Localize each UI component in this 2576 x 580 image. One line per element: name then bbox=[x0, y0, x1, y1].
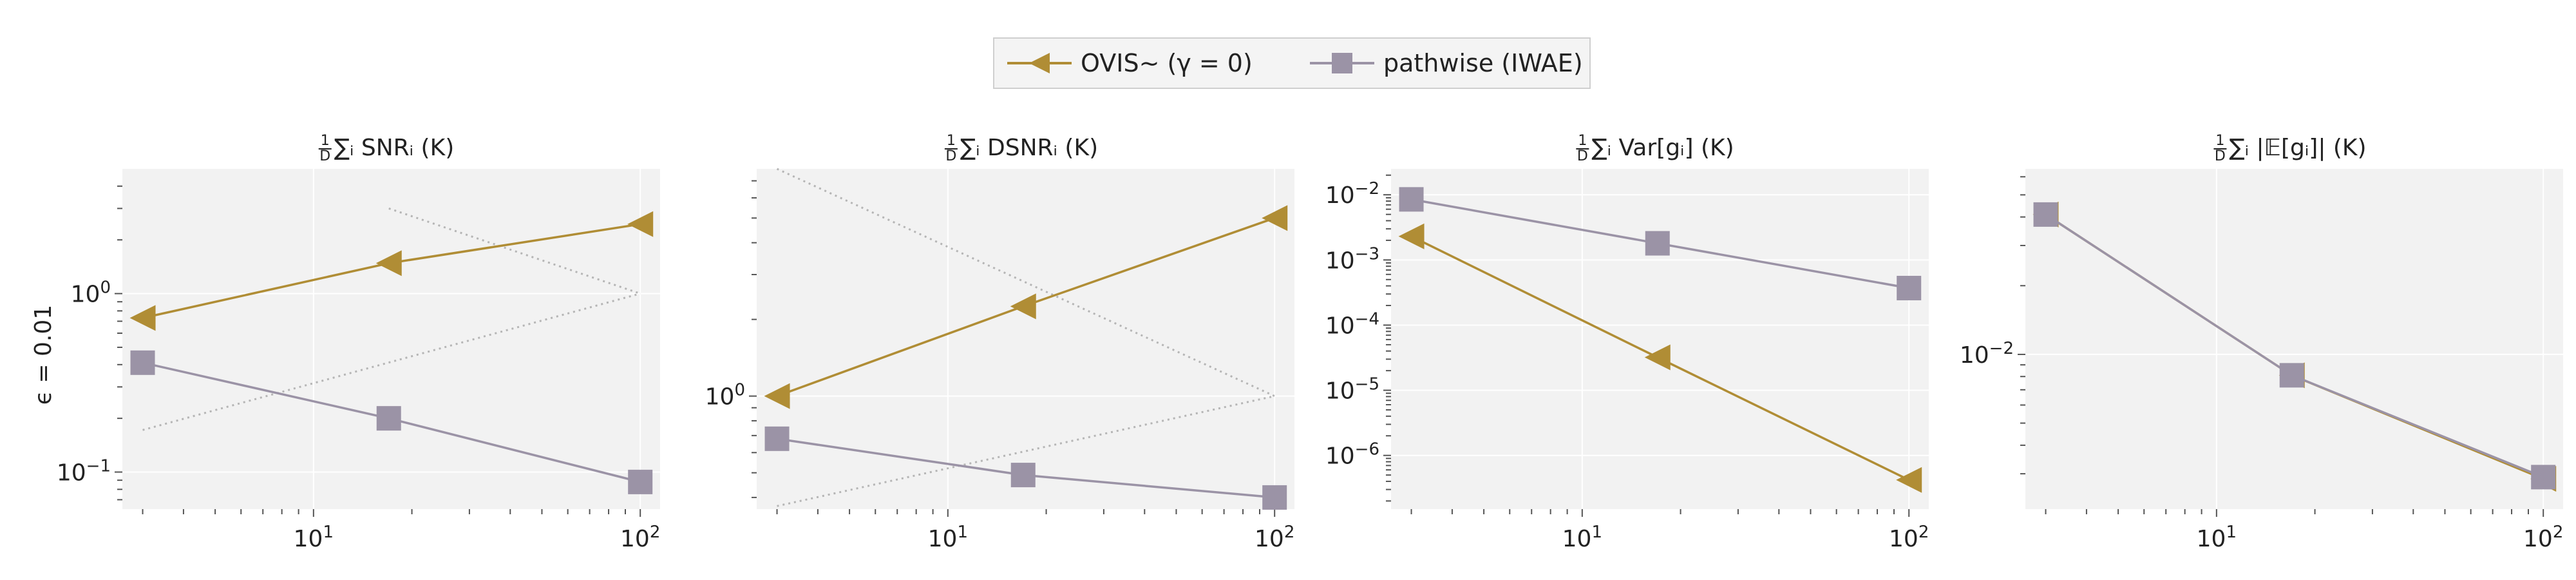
marker-pathwise bbox=[2279, 363, 2304, 388]
legend-label-ovis: OVIS∼ (γ = 0) bbox=[1081, 49, 1253, 77]
marker-pathwise bbox=[1399, 187, 1424, 212]
chart-panel-1: 101 102 10−1 100 bbox=[57, 169, 660, 552]
x-tick-label: 102 bbox=[620, 523, 660, 552]
marker-pathwise bbox=[628, 469, 653, 494]
y-tick-label: 100 bbox=[705, 381, 745, 411]
marker-pathwise bbox=[376, 406, 401, 431]
reference-line bbox=[777, 395, 1275, 507]
row-label: ϵ = 0.01 bbox=[30, 304, 57, 405]
marker-pathwise bbox=[1262, 485, 1287, 510]
marker-ovis bbox=[1644, 344, 1671, 371]
plot-area bbox=[1391, 169, 1929, 509]
x-tick-label: 102 bbox=[2523, 523, 2563, 552]
marker-ovis bbox=[1896, 467, 1922, 493]
marker-pathwise bbox=[764, 426, 790, 451]
plot-area bbox=[122, 169, 660, 509]
y-tick-label: 10−2 bbox=[1960, 339, 2014, 369]
y-tick-label: 10−2 bbox=[1325, 179, 1379, 209]
marker-ovis bbox=[129, 305, 156, 331]
marker-ovis bbox=[627, 211, 654, 237]
x-tick-label: 101 bbox=[1562, 523, 1602, 552]
reference-line bbox=[388, 208, 641, 295]
marker-ovis bbox=[375, 250, 402, 276]
x-tick-label: 102 bbox=[1889, 523, 1929, 552]
marker-ovis bbox=[1262, 205, 1288, 231]
plot-area bbox=[2025, 169, 2563, 509]
y-tick-label: 10−5 bbox=[1325, 375, 1379, 405]
x-tick-label: 101 bbox=[2197, 523, 2237, 552]
marker-ovis bbox=[1010, 293, 1036, 320]
marker-pathwise bbox=[130, 350, 155, 375]
legend-label-pathwise: pathwise (IWAE) bbox=[1383, 49, 1583, 77]
marker-pathwise bbox=[2033, 202, 2058, 227]
panel-title-var: 1 D ∑ᵢ Var[gᵢ] (K) bbox=[1576, 133, 1734, 164]
x-tick-label: 101 bbox=[928, 523, 968, 552]
marker-ovis bbox=[764, 383, 790, 409]
marker-ovis bbox=[1398, 223, 1425, 249]
y-tick-label: 10−3 bbox=[1325, 244, 1379, 274]
legend-entry-ovis: OVIS∼ (γ = 0) bbox=[1007, 39, 1253, 88]
chart-panel-2: 101 102 100 bbox=[705, 168, 1294, 552]
y-tick-label: 10−6 bbox=[1325, 440, 1379, 470]
panel-title-mean: 1 D ∑ᵢ |𝔼[gᵢ]| (K) bbox=[2213, 133, 2367, 164]
marker-pathwise bbox=[2531, 465, 2556, 490]
x-tick-label: 102 bbox=[1255, 523, 1294, 552]
plot-area bbox=[757, 169, 1294, 509]
y-tick-label: 10−4 bbox=[1325, 309, 1379, 339]
legend-pathwise-marker bbox=[1310, 53, 1374, 73]
chart-panel-3: 101 102 10−6 10−5 10−4 10−3 10−2 bbox=[1325, 169, 1929, 552]
marker-pathwise bbox=[1010, 463, 1036, 488]
x-tick-label: 101 bbox=[294, 523, 334, 552]
legend-ovis-marker bbox=[1007, 53, 1072, 73]
y-tick-label: 10−1 bbox=[57, 457, 111, 487]
reference-line bbox=[776, 168, 1275, 397]
panel-title-snr: 1 D ∑ᵢ SNRᵢ (K) bbox=[318, 133, 455, 164]
panel-title-dsnr: 1 D ∑ᵢ DSNRᵢ (K) bbox=[944, 133, 1099, 164]
y-tick-label: 100 bbox=[71, 278, 111, 308]
marker-pathwise bbox=[1897, 276, 1922, 301]
legend-entry-pathwise: pathwise (IWAE) bbox=[1310, 39, 1583, 88]
legend: OVIS∼ (γ = 0) pathwise (IWAE) bbox=[993, 37, 1591, 89]
chart-panel-4: 101 102 10−2 bbox=[1960, 169, 2563, 552]
reference-line bbox=[142, 293, 641, 431]
marker-pathwise bbox=[1645, 231, 1670, 256]
